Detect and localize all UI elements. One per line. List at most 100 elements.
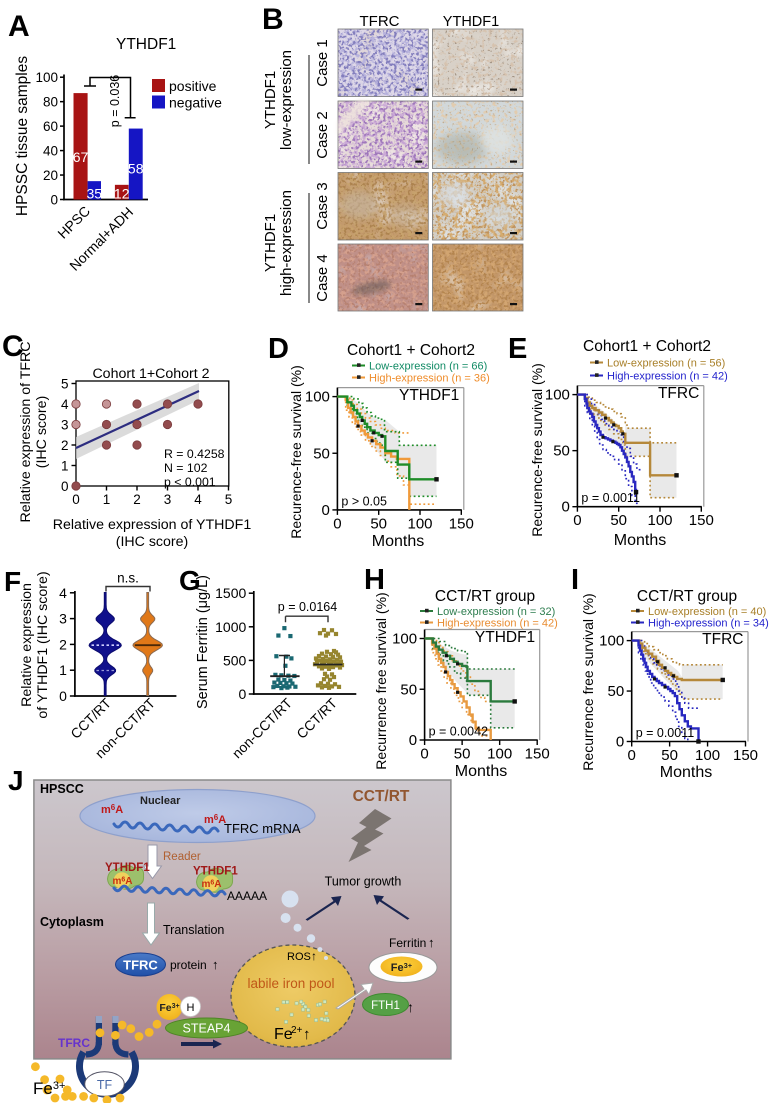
svg-text:B: B (262, 3, 284, 36)
svg-text:m6A: m6A (112, 876, 132, 887)
svg-text:Recurrence free survival (%): Recurrence free survival (%) (373, 592, 389, 769)
svg-text:100: 100 (305, 389, 330, 406)
svg-text:low-expression: low-expression (278, 50, 295, 150)
svg-text:protein: protein (170, 958, 207, 972)
svg-text:50: 50 (661, 747, 678, 764)
svg-text:TFRC: TFRC (123, 958, 158, 973)
svg-text:HPSSC tissue samples: HPSSC tissue samples (14, 56, 31, 216)
svg-text:YTHDF1: YTHDF1 (105, 862, 150, 874)
svg-text:CCT/RT group: CCT/RT group (435, 588, 535, 605)
svg-text:I: I (571, 564, 579, 596)
svg-text:CCT/RT: CCT/RT (353, 788, 410, 805)
svg-text:High-expression (n = 36): High-expression (n = 36) (369, 373, 490, 385)
svg-text:Months: Months (660, 764, 712, 781)
svg-text:Relative expression of TFRC: Relative expression of TFRC (18, 341, 34, 522)
svg-text:2: 2 (59, 636, 67, 652)
svg-text:TFRC mRNA: TFRC mRNA (224, 821, 301, 836)
svg-text:150: 150 (449, 515, 474, 532)
svg-text:3: 3 (164, 492, 172, 507)
svg-text:TFRC: TFRC (58, 1036, 90, 1050)
svg-text:100: 100 (695, 747, 720, 764)
svg-text:0: 0 (239, 686, 247, 702)
svg-text:2: 2 (133, 492, 141, 507)
svg-text:3: 3 (61, 417, 69, 432)
svg-text:HPSCC: HPSCC (40, 782, 84, 796)
svg-text:Months: Months (455, 763, 507, 780)
svg-text:High-expression (n = 34): High-expression (n = 34) (648, 618, 769, 630)
svg-text:labile iron pool: labile iron pool (247, 976, 334, 991)
svg-text:0: 0 (616, 734, 624, 751)
svg-text:0: 0 (573, 512, 581, 529)
svg-text:High-expression (n = 42): High-expression (n = 42) (607, 371, 728, 383)
svg-text:2: 2 (61, 438, 69, 453)
svg-text:↑: ↑ (212, 957, 219, 972)
svg-text:TFRC: TFRC (702, 631, 743, 648)
svg-text:Months: Months (614, 532, 666, 549)
svg-text:Low-expression (n = 32): Low-expression (n = 32) (437, 606, 555, 618)
svg-text:Tumor growth: Tumor growth (325, 875, 402, 889)
svg-text:YTHDF1: YTHDF1 (443, 14, 499, 30)
svg-text:Months: Months (372, 533, 424, 550)
svg-text:0: 0 (562, 499, 570, 516)
svg-text:20: 20 (43, 168, 58, 183)
svg-text:150: 150 (525, 746, 550, 763)
svg-text:80: 80 (43, 94, 58, 109)
svg-text:1: 1 (103, 492, 111, 507)
svg-text:67: 67 (73, 149, 89, 165)
svg-text:FTH1: FTH1 (371, 1000, 400, 1012)
svg-text:100: 100 (545, 387, 570, 404)
svg-text:A: A (8, 10, 30, 43)
svg-text:Relative expression: Relative expression (19, 583, 35, 707)
svg-text:H: H (187, 1002, 195, 1014)
svg-text:1500: 1500 (215, 585, 246, 601)
svg-text:Cohort1 + Cohort2: Cohort1 + Cohort2 (347, 342, 475, 359)
svg-text:50: 50 (370, 515, 387, 532)
svg-text:YTHDF1: YTHDF1 (193, 866, 238, 878)
svg-text:1000: 1000 (215, 619, 246, 635)
svg-text:50: 50 (610, 512, 627, 529)
svg-text:3: 3 (59, 611, 67, 627)
svg-text:50: 50 (313, 445, 330, 462)
svg-text:YTHDF1: YTHDF1 (116, 36, 176, 53)
svg-text:1: 1 (59, 662, 67, 678)
svg-text:0: 0 (409, 732, 417, 749)
svg-text:p > 0.05: p > 0.05 (341, 494, 387, 508)
svg-text:5: 5 (61, 376, 69, 391)
svg-text:Cytoplasm: Cytoplasm (40, 915, 104, 929)
svg-text:p = 0.0042: p = 0.0042 (429, 725, 488, 739)
svg-text:N = 102: N = 102 (164, 461, 208, 475)
svg-text:100: 100 (647, 512, 672, 529)
svg-text:p = 0.0011: p = 0.0011 (581, 491, 640, 505)
svg-text:Recurence-free survival (%): Recurence-free survival (%) (288, 365, 304, 539)
svg-text:150: 150 (689, 512, 714, 529)
svg-text:100: 100 (487, 746, 512, 763)
svg-text:4: 4 (194, 492, 202, 507)
svg-text:Cohort 1+Cohort 2: Cohort 1+Cohort 2 (92, 366, 209, 382)
svg-text:F: F (4, 566, 21, 597)
svg-text:m6A: m6A (204, 813, 226, 826)
svg-text:m6A: m6A (201, 879, 221, 890)
svg-text:1: 1 (61, 458, 69, 473)
svg-text:100: 100 (599, 633, 624, 650)
svg-text:positive: positive (169, 78, 217, 94)
svg-text:G: G (179, 565, 201, 596)
svg-text:500: 500 (223, 652, 247, 668)
svg-text:Serum Ferritin (μg/L): Serum Ferritin (μg/L) (195, 575, 211, 709)
svg-text:↑: ↑ (407, 999, 414, 1015)
svg-text:2+: 2+ (291, 1025, 303, 1036)
svg-text:4: 4 (61, 397, 69, 412)
svg-text:50: 50 (400, 681, 417, 698)
svg-text:0: 0 (322, 502, 330, 519)
svg-text:YTHDF1: YTHDF1 (399, 387, 459, 404)
svg-text:high-expression: high-expression (278, 190, 295, 296)
svg-text:YTHDF1: YTHDF1 (262, 214, 279, 272)
svg-text:Fe: Fe (274, 1026, 293, 1043)
svg-text:Low-expression (n = 66): Low-expression (n = 66) (369, 361, 487, 373)
svg-text:0: 0 (59, 688, 67, 704)
svg-text:n.s.: n.s. (117, 571, 139, 586)
svg-text:Ferritin: Ferritin (389, 936, 426, 950)
svg-text:60: 60 (43, 119, 58, 134)
svg-text:100: 100 (35, 70, 58, 85)
svg-text:Case 4: Case 4 (314, 254, 331, 302)
svg-text:J: J (8, 765, 24, 796)
